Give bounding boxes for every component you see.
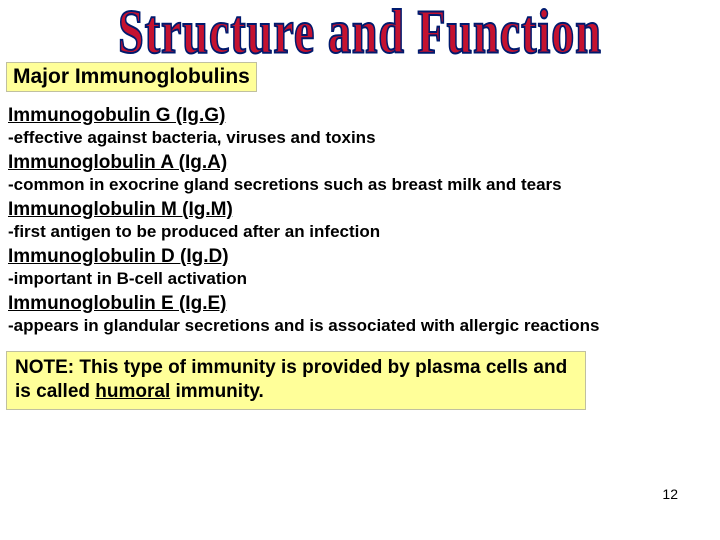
ig-heading: Immunoglobulin D (Ig.D) (8, 245, 712, 269)
note-underlined: humoral (95, 381, 170, 402)
ig-desc: -important in B-cell activation (8, 268, 712, 289)
ig-heading: Immunoglobulin M (Ig.M) (8, 198, 712, 222)
ig-desc: -first antigen to be produced after an i… (8, 221, 712, 242)
ig-heading: Immunogobulin G (Ig.G) (8, 104, 712, 128)
ig-desc: -common in exocrine gland secretions suc… (8, 174, 712, 195)
note-suffix: immunity. (170, 381, 264, 402)
slide-title: Structure and Function (0, 0, 720, 62)
ig-desc: -effective against bacteria, viruses and… (8, 127, 712, 148)
ig-desc: -appears in glandular secretions and is … (8, 315, 712, 336)
page-number: 12 (662, 486, 678, 502)
note-box: NOTE: This type of immunity is provided … (6, 351, 586, 410)
ig-heading: Immunoglobulin A (Ig.A) (8, 151, 712, 175)
content-area: Immunogobulin G (Ig.G) -effective agains… (0, 92, 720, 337)
ig-heading: Immunoglobulin E (Ig.E) (8, 292, 712, 316)
section-label: Major Immunoglobulins (6, 62, 257, 92)
